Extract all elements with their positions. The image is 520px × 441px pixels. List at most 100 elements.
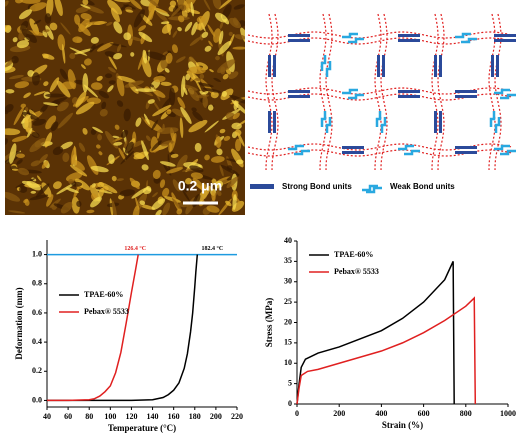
texture (86, 209, 95, 214)
texture (150, 6, 168, 14)
texture (202, 95, 208, 108)
texture (116, 178, 124, 182)
texture (155, 11, 168, 22)
texture (101, 101, 107, 110)
texture (152, 100, 161, 112)
texture (141, 140, 149, 161)
texture (65, 187, 79, 194)
texture (60, 141, 73, 150)
texture (108, 66, 116, 73)
texture (164, 68, 170, 73)
texture (5, 103, 14, 113)
texture (157, 127, 179, 134)
texture (71, 196, 80, 214)
texture (71, 181, 83, 187)
texture (85, 21, 108, 26)
texture (62, 152, 70, 163)
x-tick-label: 600 (418, 409, 430, 418)
y-tick-label: 25 (284, 297, 292, 306)
texture (219, 164, 224, 177)
texture (9, 143, 17, 164)
texture (49, 22, 58, 31)
chain (247, 143, 513, 151)
texture (98, 90, 110, 99)
texture (204, 45, 212, 52)
texture (142, 49, 148, 64)
texture (232, 46, 245, 50)
texture (30, 160, 41, 167)
texture (219, 21, 224, 29)
texture (24, 114, 32, 133)
texture (116, 75, 125, 97)
y-tick-label: 0.6 (32, 308, 42, 317)
texture (30, 190, 37, 194)
texture (75, 91, 87, 108)
texture (69, 164, 88, 177)
texture (152, 104, 172, 117)
texture (113, 0, 131, 3)
texture (214, 180, 224, 189)
texture (44, 13, 52, 24)
weak-bond (398, 144, 420, 156)
texture (17, 167, 30, 176)
texture (141, 164, 149, 171)
texture (218, 0, 236, 10)
texture (131, 140, 145, 148)
texture (76, 200, 82, 207)
texture (75, 6, 90, 13)
texture (109, 43, 127, 48)
texture (152, 192, 158, 198)
texture (135, 88, 157, 92)
texture (32, 118, 46, 126)
texture (226, 176, 239, 189)
texture (210, 156, 225, 163)
texture (232, 194, 237, 210)
texture (207, 24, 216, 37)
texture (152, 89, 166, 98)
texture (39, 154, 48, 163)
texture (116, 100, 124, 107)
y-tick-label: 35 (284, 256, 292, 265)
texture (77, 23, 91, 37)
texture (152, 169, 161, 180)
x-tick-label: 160 (168, 412, 180, 421)
weak-bond (494, 88, 516, 100)
texture (83, 58, 92, 66)
texture (90, 128, 97, 135)
weak-bond (375, 111, 387, 133)
texture (119, 189, 135, 197)
chain (247, 31, 513, 39)
x-tick-label: 40 (43, 412, 51, 421)
texture (109, 198, 114, 215)
legend-label: Weak Bond units (390, 182, 455, 191)
texture (112, 135, 120, 139)
texture (216, 148, 223, 156)
texture (75, 101, 95, 115)
y-tick-label: 0.4 (32, 337, 42, 346)
texture (82, 127, 88, 135)
texture (184, 21, 193, 32)
texture (20, 20, 29, 32)
texture (98, 182, 118, 194)
texture (191, 107, 197, 112)
texture (147, 99, 155, 104)
texture (9, 74, 24, 80)
texture (113, 21, 123, 34)
texture (26, 180, 41, 191)
texture (210, 91, 219, 99)
texture (172, 30, 178, 38)
x-tick-label: 800 (460, 409, 472, 418)
texture (12, 37, 18, 43)
texture (56, 101, 69, 112)
texture (240, 27, 245, 45)
weak-bond (455, 32, 477, 44)
texture (130, 52, 135, 57)
texture (14, 81, 30, 89)
x-tick-label: 1000 (500, 409, 516, 418)
texture (90, 37, 99, 44)
texture (69, 47, 88, 56)
texture (53, 181, 62, 190)
x-tick-label: 180 (189, 412, 201, 421)
texture (177, 0, 185, 9)
texture (113, 141, 123, 146)
